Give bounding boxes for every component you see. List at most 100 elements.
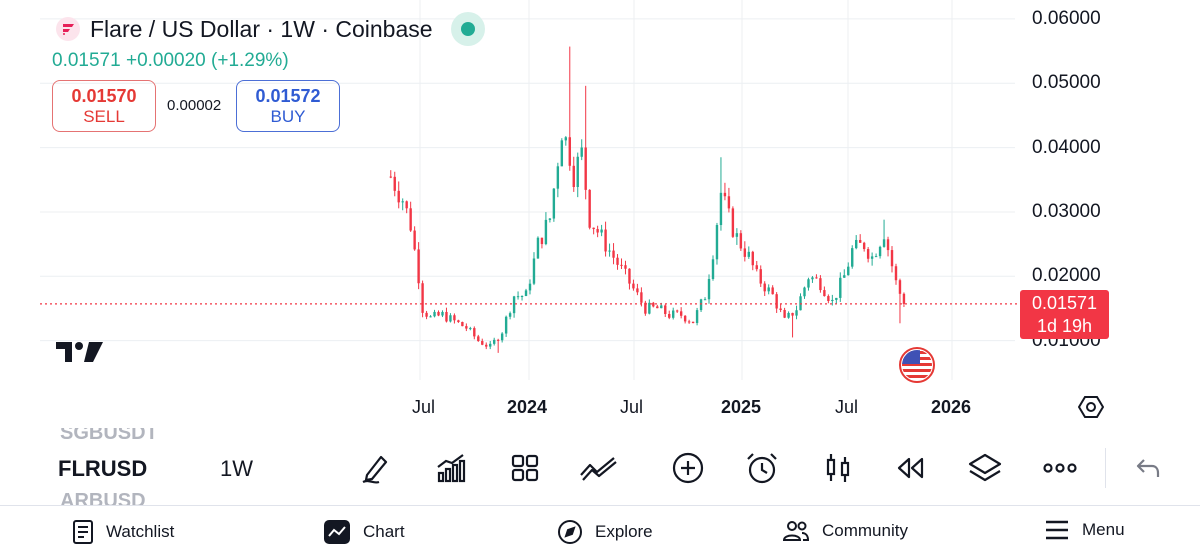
candle-body [437,311,440,316]
price-change-percent: (+1.29%) [211,50,289,71]
candle-body [839,277,842,298]
candle-body [699,299,703,311]
candle-body [489,343,492,347]
menu-icon [1046,520,1068,540]
candle-body [779,308,782,310]
layers-icon[interactable] [965,448,1005,488]
bottom-navigation: Watchlist Chart Explore Community Menu [0,505,1200,560]
candle-body [441,311,444,316]
buy-price: 0.01572 [255,85,321,106]
buy-button[interactable]: 0.01572 BUY [236,80,340,132]
candle-body [528,283,532,291]
symbol-selector[interactable]: FLRUSD [58,456,148,481]
candle-body [389,176,392,178]
candle-countdown: 1d 19h [1036,316,1093,336]
chart-area[interactable]: Flare / US Dollar · 1W · Coinbase 0.0157… [0,0,1200,425]
nav-community-label: Community [822,521,908,540]
interval-selector[interactable]: 1W [220,456,253,481]
y-tick-label: 0.05000 [1032,72,1101,93]
symbol-prev[interactable]: SGBUSDT [60,422,158,444]
x-tick-label: 2025 [721,397,762,417]
candle-body [612,250,615,258]
candle-body [453,315,456,321]
alarm-clock-icon[interactable] [742,448,782,488]
candle-body [679,311,683,316]
drawing-tools-icon[interactable] [356,448,396,488]
us-flag-icon[interactable] [897,346,937,389]
candle-body [461,321,464,327]
candle-body [449,315,452,322]
flare-logo-icon [56,17,80,41]
candle-body [624,265,627,269]
candle-body [616,257,619,265]
candle-body [695,310,699,324]
replay-icon[interactable] [890,448,930,488]
candle-body [652,302,655,307]
candle-body [735,233,739,237]
candle-body [417,249,420,284]
nav-watchlist-label: Watchlist [106,522,175,541]
candle-body [409,208,412,231]
candle-body [882,239,886,247]
indicators-icon[interactable] [430,448,470,488]
add-icon[interactable] [668,448,708,488]
candle-body [739,233,743,249]
candle-body [620,264,623,266]
nav-menu[interactable]: Menu [1044,519,1125,541]
compare-icon[interactable] [578,448,618,488]
tradingview-logo-icon[interactable] [56,338,104,369]
candle-body [672,310,675,318]
x-tick-label: Jul [620,397,644,417]
nav-explore[interactable]: Explore [557,519,653,545]
candle-body [767,287,770,292]
candle-body [783,309,786,318]
candle-body [421,283,424,313]
candle-body [827,296,830,302]
candle-body [413,230,416,250]
chart-settings-icon[interactable] [1077,394,1105,425]
x-tick-label: 2026 [931,397,972,417]
nav-watchlist[interactable]: Watchlist [72,519,174,545]
symbol-next[interactable]: ARBUSD [60,490,146,512]
y-tick-label: 0.06000 [1032,8,1101,29]
candle-body [496,339,500,341]
candle-body [851,248,854,267]
candle-body [675,310,679,312]
candle-body [711,259,715,279]
candle-body [457,320,460,322]
candle-body [632,283,635,289]
candle-body [393,176,396,191]
candle-body [664,305,667,314]
price-chart[interactable] [0,0,1200,425]
candle-body [560,140,564,167]
candle-body [504,316,508,334]
undo-icon[interactable] [1128,448,1168,488]
nav-community[interactable]: Community [782,519,908,543]
candle-body [743,248,747,257]
chart-legend[interactable]: Flare / US Dollar · 1W · Coinbase [56,12,485,46]
candle-body [552,188,556,219]
nav-menu-label: Menu [1082,520,1125,539]
candle-body [580,147,583,157]
nav-chart[interactable]: Chart [323,519,405,545]
sell-button[interactable]: 0.01570 SELL [52,80,156,132]
candle-body [425,312,428,317]
candle-body [819,278,822,291]
candle-body [600,229,603,233]
candle-body [636,288,639,293]
candle-body [572,165,575,188]
candle-body [429,316,432,318]
candles-icon[interactable] [818,448,858,488]
more-icon[interactable] [1040,448,1080,488]
candle-body [787,312,790,318]
nav-explore-label: Explore [595,522,653,541]
candle-body [544,219,548,245]
candle-body [755,265,758,270]
symbol-title[interactable]: Flare / US Dollar · 1W · Coinbase [90,15,433,42]
candle-body [771,287,774,295]
market-status-icon[interactable] [450,12,485,46]
y-tick-label: 0.03000 [1032,201,1101,222]
candle-body [596,229,599,233]
templates-icon[interactable] [505,448,545,488]
candle-body [862,242,866,250]
